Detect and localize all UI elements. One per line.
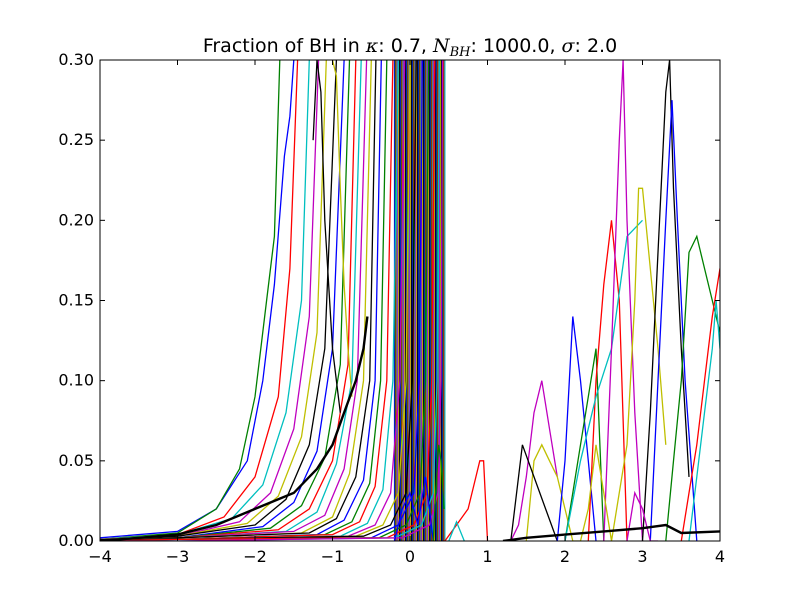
title-prefix: Fraction of BH in <box>203 35 366 57</box>
x-tick-label: 4 <box>715 547 725 566</box>
title-sigma-value: : 2.0 <box>575 35 618 57</box>
x-tick-label: 1 <box>482 547 492 566</box>
x-tick-label: −1 <box>321 547 345 566</box>
series-line <box>100 60 280 539</box>
chart-title: Fraction of BH in κ: 0.7, NBH: 1000.0, σ… <box>203 35 617 60</box>
y-tick-label: 0.05 <box>58 451 94 470</box>
x-tick-label: −2 <box>243 547 267 566</box>
title-n-value: : 1000.0, <box>471 35 562 57</box>
series-line <box>100 60 393 539</box>
series-line <box>588 220 627 541</box>
title-sigma-symbol: σ <box>562 35 576 57</box>
y-axis: 0.00 0.05 0.10 0.15 0.20 0.25 0.30 <box>58 50 720 550</box>
title-kappa-value: : 0.7, <box>378 35 433 57</box>
series-line <box>612 188 666 541</box>
y-tick-label: 0.15 <box>58 291 94 310</box>
x-tick-label: 2 <box>560 547 570 566</box>
series-line <box>100 60 371 539</box>
y-tick-label: 0.20 <box>58 210 94 229</box>
y-tick-label: 0.30 <box>58 50 94 69</box>
x-tick-label: −3 <box>166 547 190 566</box>
series-line <box>100 60 294 538</box>
x-tick-label: 3 <box>637 547 647 566</box>
series-line <box>689 301 720 542</box>
series-line <box>100 60 381 539</box>
series-line <box>100 60 326 539</box>
emphasis-line <box>100 317 367 542</box>
series-line <box>643 60 690 541</box>
series-line <box>100 60 319 539</box>
title-n-symbol: N <box>432 35 451 57</box>
y-tick-label: 0.25 <box>58 130 94 149</box>
y-tick-label: 0.00 <box>58 531 94 550</box>
series-line <box>650 100 697 541</box>
series-line <box>100 60 410 539</box>
x-tick-label: 0 <box>405 547 415 566</box>
y-tick-label: 0.10 <box>58 371 94 390</box>
title-kappa-symbol: κ <box>365 35 379 57</box>
series-line <box>445 461 488 541</box>
title-n-subscript: BH <box>449 45 472 60</box>
series-line <box>100 60 350 539</box>
